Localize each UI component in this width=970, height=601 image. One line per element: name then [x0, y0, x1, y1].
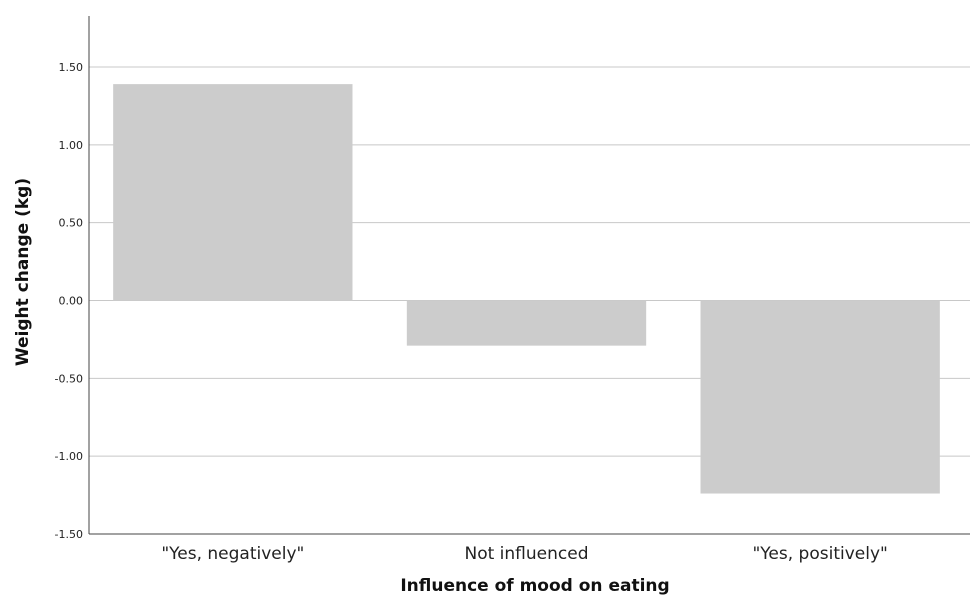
y-tick-labels: -1.50 -1.00 -0.50 0.00 0.50 1.00 1.50 — [55, 61, 83, 541]
y-tick-label: 1.50 — [59, 61, 84, 74]
bar — [113, 84, 353, 301]
y-tick-label: -1.50 — [55, 528, 83, 541]
bars — [113, 84, 940, 494]
x-axis-title: Influence of mood on eating — [400, 576, 669, 596]
y-tick-label: 0.00 — [59, 295, 84, 308]
x-tick-label: "Yes, positively" — [752, 544, 887, 564]
x-tick-label: "Yes, negatively" — [161, 544, 304, 564]
bar — [700, 300, 940, 494]
y-tick-label: -0.50 — [55, 372, 83, 385]
y-tick-label: -1.00 — [55, 450, 83, 463]
x-tick-labels: "Yes, negatively" Not influenced "Yes, pos… — [161, 544, 888, 564]
x-tick-label: Not influenced — [465, 544, 589, 564]
y-tick-label: 0.50 — [59, 217, 84, 230]
y-axis-title: Weight change (kg) — [13, 178, 33, 366]
bar — [406, 300, 647, 346]
axes — [88, 16, 970, 535]
y-tick-label: 1.00 — [59, 139, 84, 152]
